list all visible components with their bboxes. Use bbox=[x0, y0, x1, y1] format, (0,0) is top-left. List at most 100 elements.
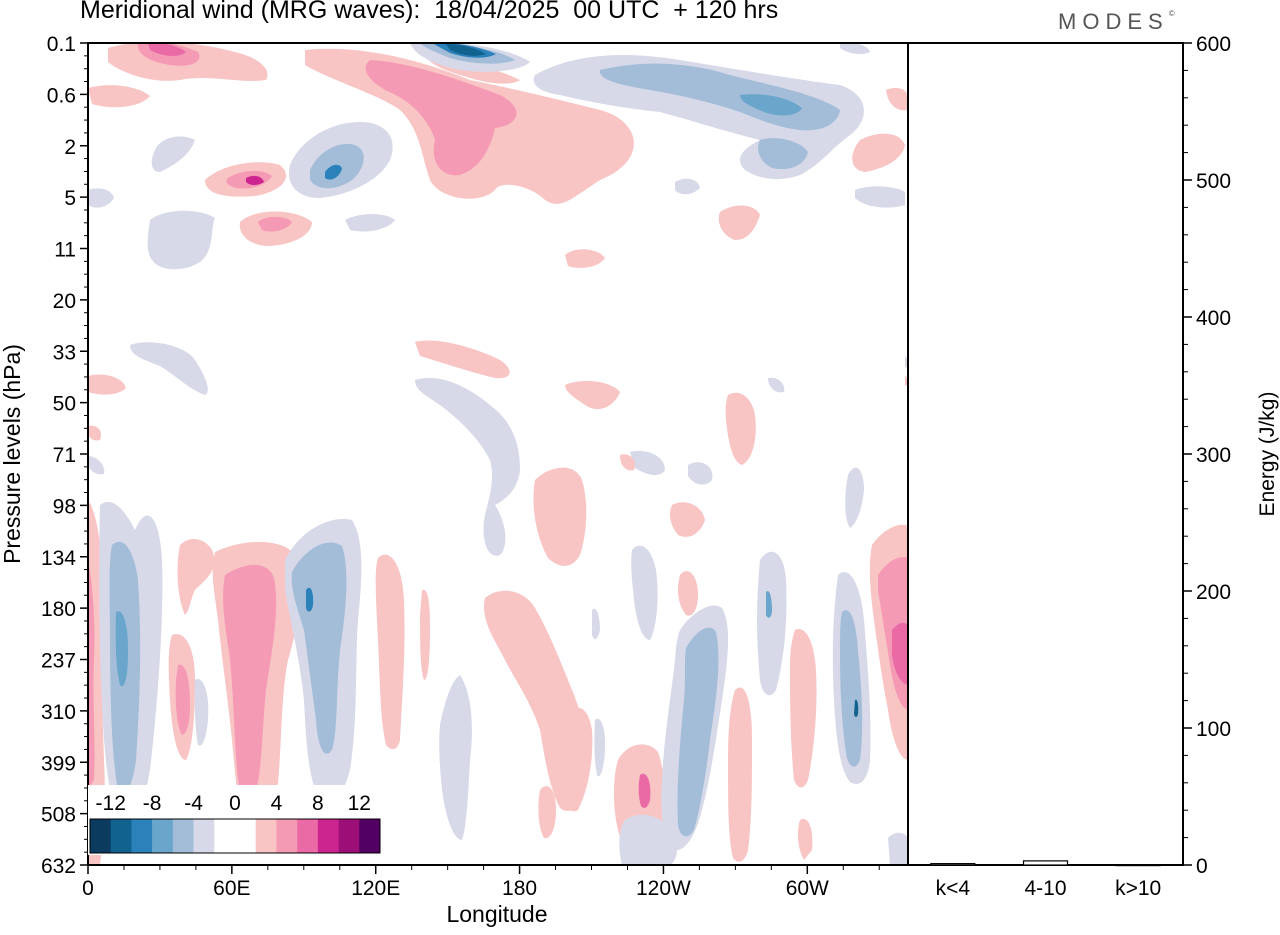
energy-tick-label: 0 bbox=[1196, 855, 1208, 878]
contour-pos-25 bbox=[177, 538, 215, 615]
contour-pos-41 bbox=[790, 629, 817, 788]
colorbar-swatch bbox=[235, 819, 257, 853]
y-tick-label: 508 bbox=[41, 804, 76, 827]
y-axis-left: 0.1 0.6 2 5 11 20 33 50 71 98 134 180 237 310 399 508 63… bbox=[41, 33, 88, 878]
contour-neg-42 bbox=[840, 610, 863, 767]
contour-neg-24 bbox=[88, 456, 105, 475]
contour-neg-10 bbox=[855, 186, 905, 208]
y-tick-label: 50 bbox=[53, 393, 76, 416]
contour-pos-4 bbox=[88, 85, 150, 108]
colorbar-label: 0 bbox=[229, 792, 241, 815]
contour-pos-12 bbox=[246, 175, 264, 185]
contour-pos-15 bbox=[718, 205, 760, 240]
contour-neg-18 bbox=[675, 178, 700, 195]
colorbar-swatch bbox=[152, 819, 174, 853]
colorbar-swatch bbox=[110, 819, 132, 853]
energy-tick-label: 600 bbox=[1196, 33, 1231, 56]
colorbar-swatch bbox=[359, 819, 381, 853]
energy-tick-label: 200 bbox=[1196, 581, 1231, 604]
contour-neg-37 bbox=[677, 627, 719, 837]
x-tick-label: 180 bbox=[502, 877, 537, 900]
energy-bar bbox=[1115, 864, 1161, 867]
y-axis-right: 0 100 200 300 400 500 600 bbox=[1183, 33, 1231, 878]
y-tick-label: 71 bbox=[53, 444, 76, 467]
colorbar-swatch bbox=[214, 819, 236, 853]
energy-bar bbox=[930, 863, 976, 866]
y-tick-label: 33 bbox=[53, 341, 76, 364]
contour-pos-42 bbox=[797, 818, 813, 860]
y-tick-label: 2 bbox=[64, 136, 76, 159]
contour-pos-24 bbox=[88, 560, 95, 790]
chart-title: Meridional wind (MRG waves): 18/04/2025 … bbox=[80, 0, 779, 24]
colorbar-label: -4 bbox=[184, 792, 203, 815]
energy-tick-label: 400 bbox=[1196, 307, 1231, 330]
contour-pos-27 bbox=[175, 664, 190, 735]
colorbar-swatch bbox=[255, 819, 277, 853]
brand-logo: MODES© bbox=[1058, 9, 1175, 35]
contour-pos-9 bbox=[886, 88, 908, 111]
contour-pos-17 bbox=[415, 340, 510, 379]
contour-pos-14 bbox=[258, 216, 292, 232]
contour-pos-35 bbox=[538, 786, 556, 839]
contour-pos-3 bbox=[148, 43, 186, 56]
energy-axis-title: Energy (J/kg) bbox=[1256, 392, 1279, 517]
contour-neg-30 bbox=[291, 542, 347, 754]
y-tick-label: 0.6 bbox=[47, 84, 76, 107]
contour-neg-21 bbox=[768, 377, 785, 393]
contour-neg-38 bbox=[619, 814, 678, 865]
contour-pos-34 bbox=[557, 707, 593, 812]
brand-name: MODES bbox=[1058, 9, 1169, 34]
contour-neg-31 bbox=[306, 587, 314, 612]
energy-category-label: k>10 bbox=[1115, 877, 1161, 900]
contour-pos-33 bbox=[533, 467, 587, 566]
colorbar-swatch bbox=[193, 819, 215, 853]
energy-tick-label: 300 bbox=[1196, 444, 1231, 467]
contour-neg-28 bbox=[194, 679, 209, 746]
contour-pos-37 bbox=[638, 773, 651, 808]
contour-pos-40 bbox=[728, 687, 752, 862]
colorbar-swatch bbox=[172, 819, 194, 853]
colorbar-swatch bbox=[338, 819, 360, 853]
y-tick-label: 134 bbox=[41, 547, 76, 570]
colorbar-label: 12 bbox=[348, 792, 371, 815]
x-tick-label: 60E bbox=[213, 877, 250, 900]
contour-neg-33 bbox=[594, 718, 606, 777]
energy-bar bbox=[1022, 860, 1069, 866]
y-tick-label: 0.1 bbox=[47, 33, 76, 56]
contour-pos-31 bbox=[420, 589, 430, 680]
y-tick-label: 399 bbox=[41, 752, 76, 775]
contour-pos-30 bbox=[375, 554, 405, 750]
contour-pos-45 bbox=[892, 622, 908, 685]
contour-pos-18 bbox=[88, 374, 126, 395]
x-axis-title: Longitude bbox=[446, 901, 547, 927]
y-tick-label: 20 bbox=[53, 290, 76, 313]
y-tick-label: 98 bbox=[53, 495, 76, 518]
contour-neg-27 bbox=[115, 611, 128, 687]
x-tick-label: 120E bbox=[351, 877, 400, 900]
energy-category-label: k<4 bbox=[936, 877, 971, 900]
energy-category-label: 4-10 bbox=[1024, 877, 1066, 900]
copyright-mark: © bbox=[1168, 9, 1175, 18]
contour-neg-15 bbox=[88, 188, 114, 208]
x-tick-label: 0 bbox=[82, 877, 94, 900]
contour-pos-39 bbox=[678, 571, 698, 616]
y-tick-label: 237 bbox=[41, 650, 76, 673]
contour-field bbox=[88, 43, 908, 865]
contour-pos-19 bbox=[565, 380, 620, 410]
contour-neg-13 bbox=[325, 164, 342, 180]
x-axis-bottom: 0 60E 120E 180 120W 60W bbox=[82, 865, 880, 900]
colorbar-label: -8 bbox=[143, 792, 162, 815]
contour-neg-22 bbox=[630, 450, 665, 476]
contour-neg-34 bbox=[592, 608, 600, 640]
contour-pos-29 bbox=[223, 564, 277, 798]
contour-neg-17 bbox=[345, 214, 395, 232]
contour-neg-43 bbox=[854, 699, 859, 717]
colorbar-swatch bbox=[276, 819, 298, 853]
contour-neg-7 bbox=[740, 94, 802, 116]
colorbar: -12 -8 -4 0 4 8 12 bbox=[88, 785, 382, 855]
contour-neg-8 bbox=[758, 138, 808, 170]
contour-pos-20 bbox=[725, 392, 756, 465]
colorbar-frame bbox=[89, 818, 381, 854]
